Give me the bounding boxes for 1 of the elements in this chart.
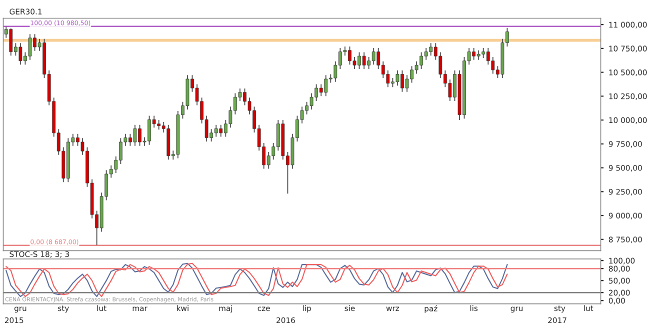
line-series	[6, 262, 508, 298]
